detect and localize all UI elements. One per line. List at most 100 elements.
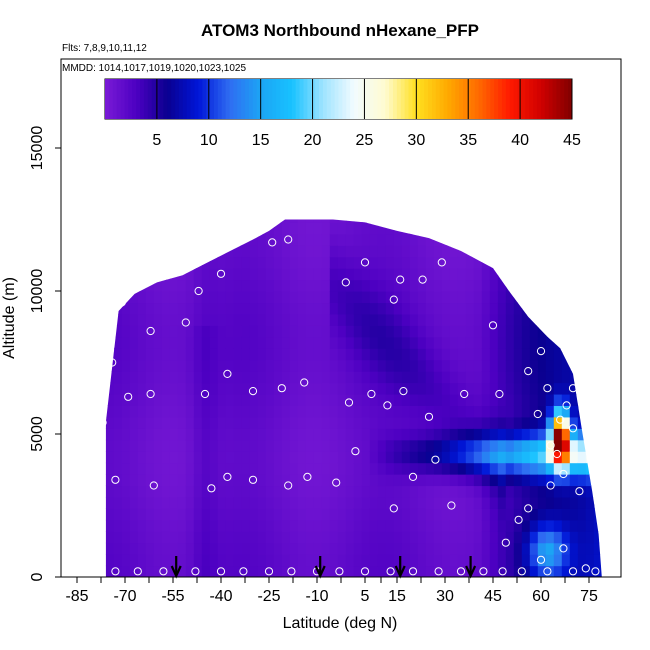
heatmap-cell: [489, 554, 499, 567]
heatmap-cell: [457, 496, 467, 509]
heatmap-cell: [521, 393, 531, 406]
heatmap-cell: [257, 554, 267, 567]
heatmap-cell: [465, 325, 475, 338]
heatmap-cell: [249, 485, 259, 498]
heatmap-cell: [145, 313, 155, 326]
heatmap-cell: [481, 222, 491, 235]
heatmap-cell: [234, 199, 243, 211]
heatmap-cell: [562, 199, 571, 211]
heatmap-cell: [297, 222, 307, 235]
heatmap-cell: [481, 393, 491, 406]
heatmap-cell: [569, 359, 579, 372]
heatmap-cell: [401, 428, 411, 441]
heatmap-cell: [561, 439, 571, 452]
heatmap-cell: [545, 359, 555, 372]
heatmap-cell: [345, 291, 355, 304]
heatmap-cell: [545, 542, 555, 555]
heatmap-cell: [289, 336, 299, 349]
heatmap-cell: [169, 542, 179, 555]
heatmap-cell: [313, 428, 323, 441]
heatmap-cell: [561, 233, 571, 246]
heatmap-cell: [113, 496, 123, 509]
heatmap-cell: [265, 279, 275, 292]
heatmap-cell: [305, 336, 315, 349]
heatmap-cell: [369, 256, 379, 269]
heatmap-cell: [433, 519, 443, 532]
sample-point: [303, 472, 312, 481]
heatmap-cell: [337, 233, 347, 246]
heatmap-cell: [513, 382, 523, 395]
heatmap-cell: [585, 405, 595, 418]
heatmap-cell: [409, 325, 419, 338]
heatmap-cell: [265, 554, 275, 567]
colorbar-tick-label: 30: [407, 132, 425, 149]
heatmap-cell: [593, 496, 602, 509]
heatmap-cell: [321, 531, 331, 544]
heatmap-cell: [129, 485, 139, 498]
heatmap-cell: [169, 439, 179, 452]
heatmap-cell: [481, 359, 491, 372]
heatmap-cell: [209, 371, 219, 384]
heatmap-cell: [513, 291, 523, 304]
heatmap-cell: [265, 496, 275, 509]
heatmap-cell: [593, 219, 602, 223]
heatmap-cell: [409, 416, 419, 429]
heatmap-cell: [577, 462, 587, 475]
heatmap-cell: [105, 245, 115, 258]
heatmap-cell: [361, 531, 371, 544]
heatmap-cell: [233, 313, 243, 326]
heatmap-cell: [409, 439, 419, 452]
colorbar-swatch: [276, 79, 281, 119]
heatmap-cell: [209, 291, 219, 304]
heatmap-cell: [569, 519, 579, 532]
heatmap-cell: [489, 233, 499, 246]
heatmap-cell: [553, 565, 563, 577]
heatmap-cell: [593, 519, 602, 532]
heatmap-cell: [569, 542, 579, 555]
sample-point: [460, 389, 469, 399]
heatmap-cell: [241, 393, 251, 406]
heatmap-cell: [489, 428, 499, 441]
heatmap-cell: [505, 291, 515, 304]
sample-point: [488, 321, 498, 330]
sample-point: [268, 238, 277, 247]
colorbar-swatch: [108, 79, 114, 119]
heatmap-cell: [137, 371, 147, 384]
heatmap-cell: [201, 508, 211, 521]
heatmap-cell: [233, 302, 243, 315]
heatmap-cell: [497, 565, 507, 577]
heatmap-cell: [577, 256, 587, 269]
heatmap-cell: [457, 371, 467, 384]
heatmap-cell: [161, 268, 171, 281]
heatmap-cell: [353, 416, 363, 429]
heatmap-cell: [241, 348, 251, 361]
colorbar-swatch: [435, 79, 441, 119]
heatmap-cell: [105, 219, 115, 223]
heatmap-cell: [345, 531, 355, 544]
heatmap-cell: [121, 462, 131, 475]
sample-point: [546, 481, 555, 490]
heatmap-cell: [193, 393, 203, 406]
heatmap-cell: [153, 485, 163, 498]
heatmap-cell: [225, 219, 235, 223]
sample-point: [434, 567, 443, 576]
heatmap-cell: [393, 496, 403, 509]
heatmap-cell: [169, 474, 179, 487]
heatmap-cell: [529, 531, 539, 544]
heatmap-cell: [105, 565, 115, 577]
heatmap-cell: [137, 462, 147, 475]
heatmap-cell: [297, 439, 307, 452]
heatmap-cell: [185, 219, 195, 223]
heatmap-cell: [313, 268, 323, 281]
heatmap-cell: [385, 302, 395, 315]
heatmap-cell: [521, 439, 531, 452]
heatmap-cell: [289, 496, 299, 509]
heatmap-cell: [353, 405, 363, 418]
heatmap-cell: [241, 359, 251, 372]
heatmap-cell: [497, 233, 507, 246]
heatmap-cell: [281, 462, 291, 475]
heatmap-cell: [273, 371, 283, 384]
heatmap-cell: [233, 451, 243, 464]
heatmap-cell: [105, 554, 115, 567]
heatmap-cell: [489, 359, 499, 372]
